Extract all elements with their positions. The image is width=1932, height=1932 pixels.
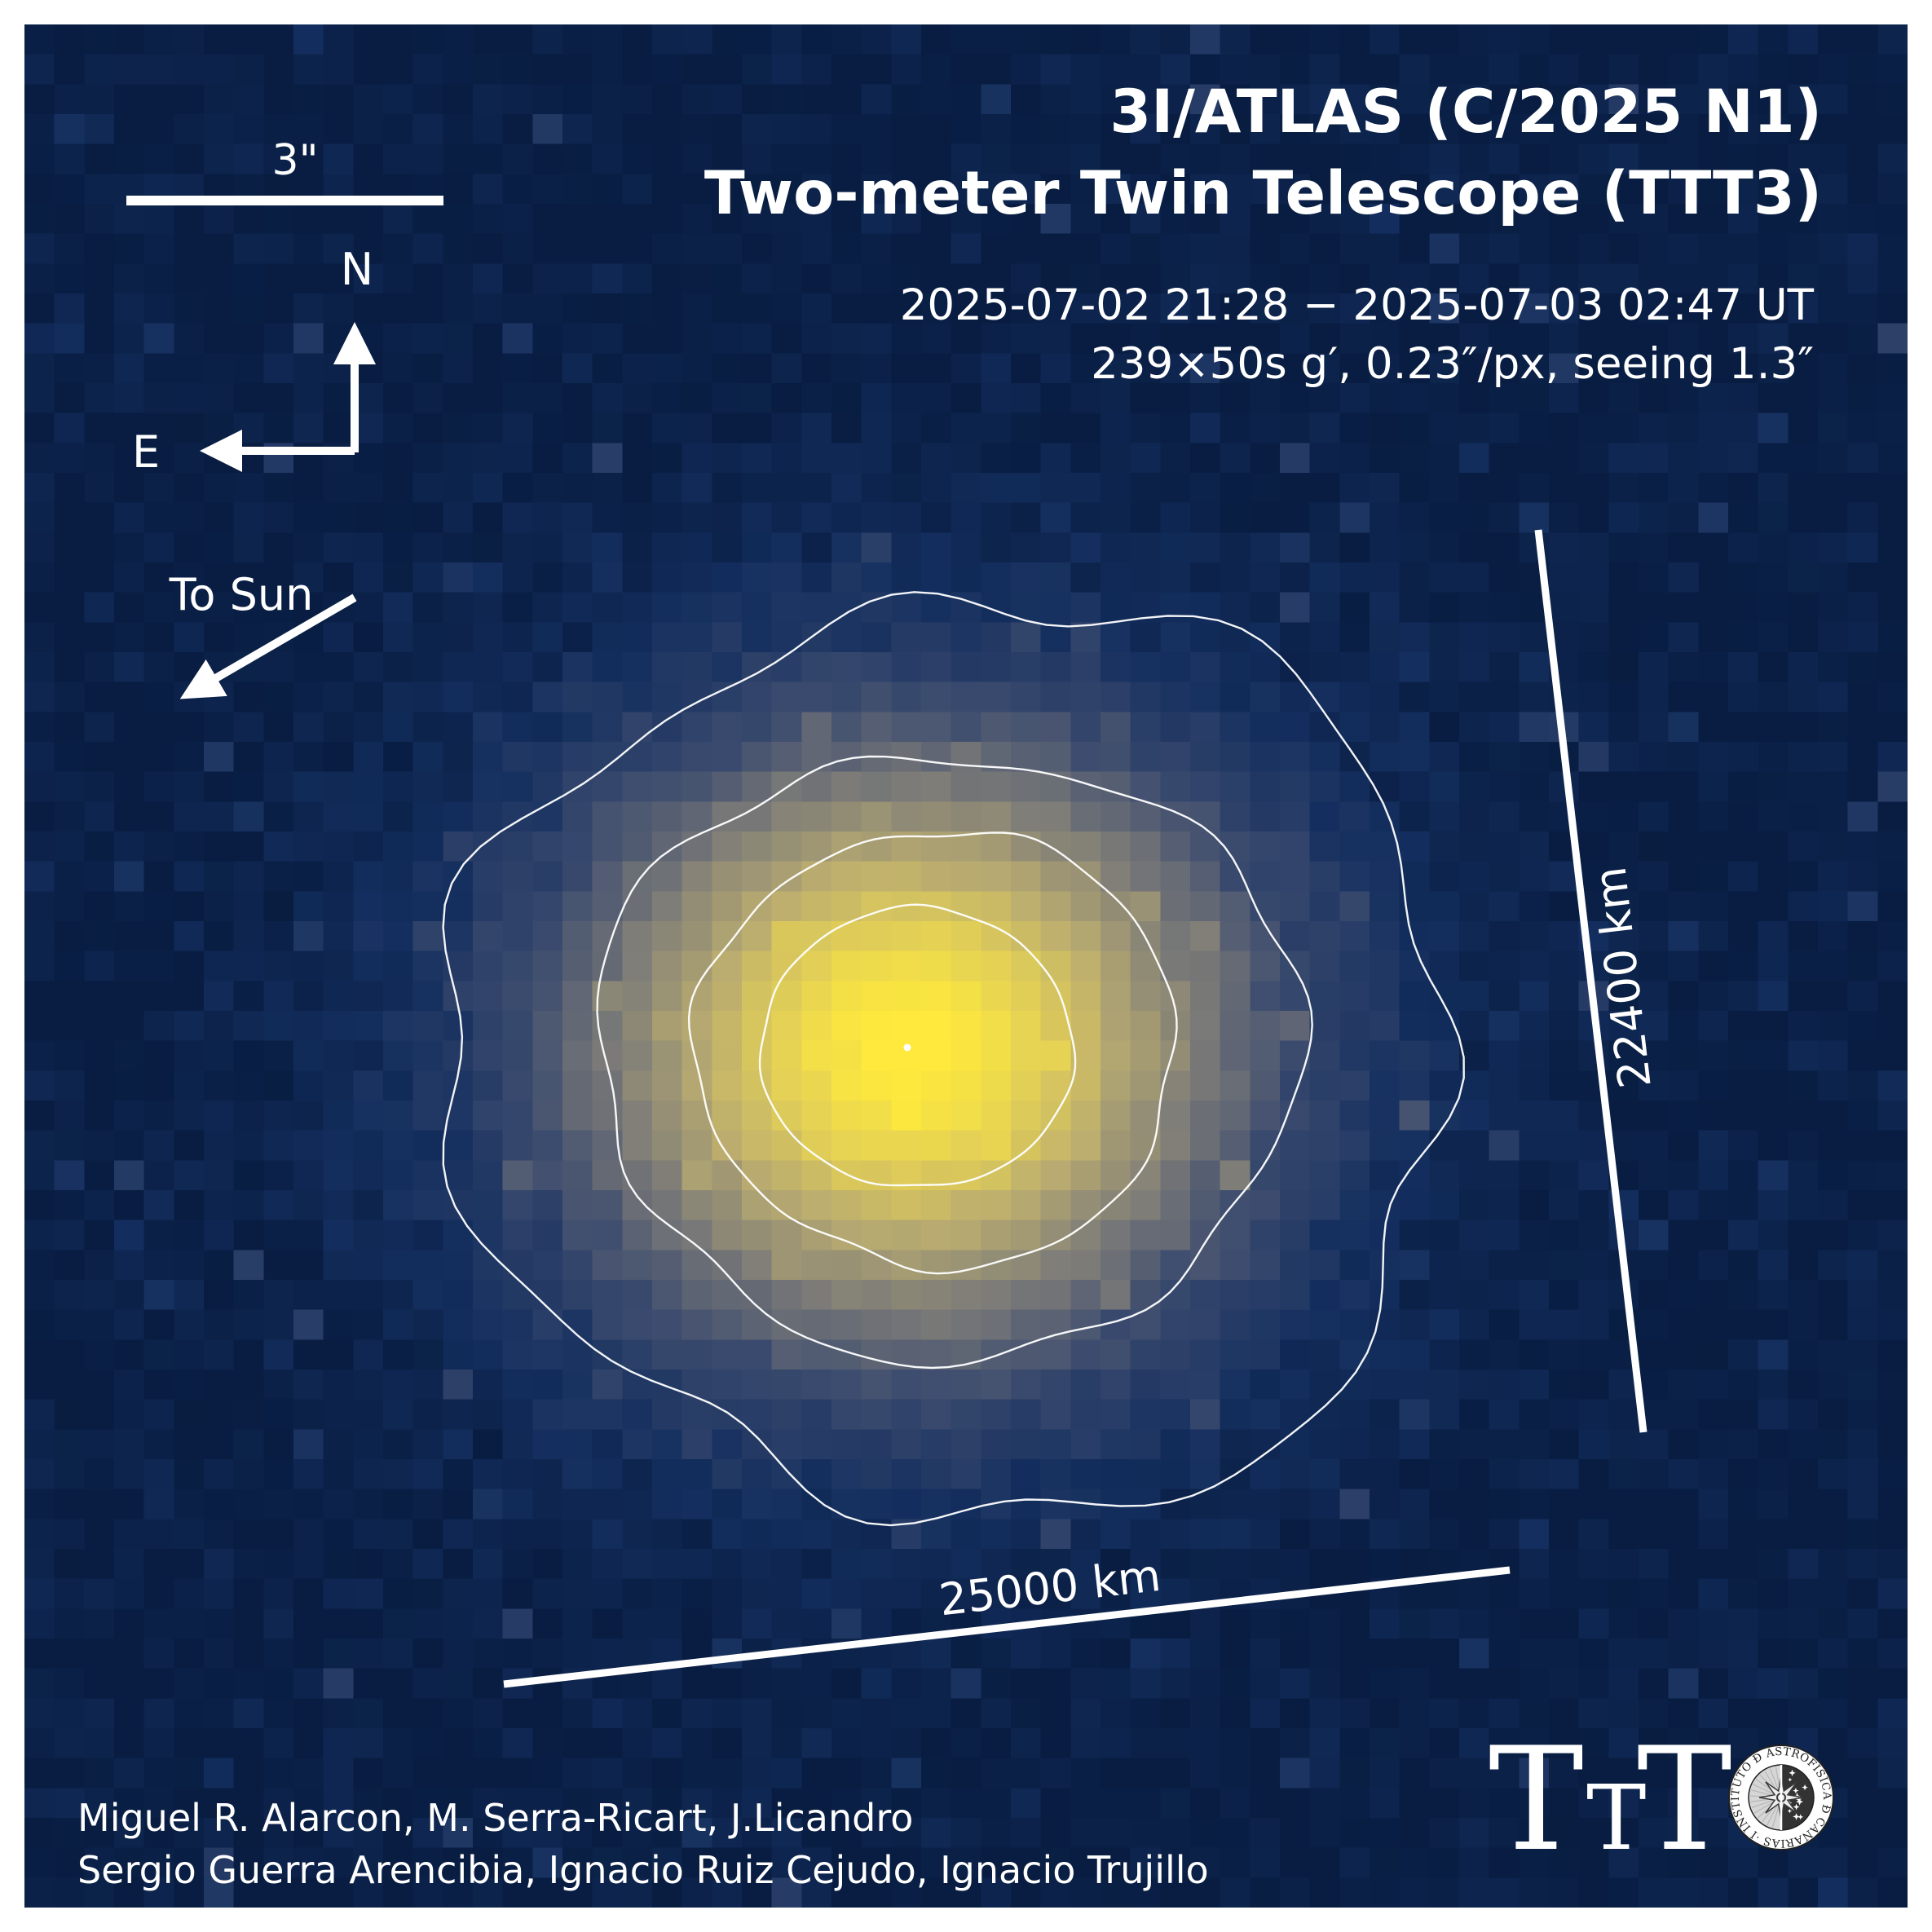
iac-seal-logo: INSTITUTO Đ ASTROFISICA Đ CANARIAS ·IAC· — [0, 0, 1834, 1850]
isophote-contours — [442, 591, 1465, 1527]
seal-star — [1793, 1788, 1799, 1794]
header: 3I/ATLAS (C/2025 N1) Two-meter Twin Tele… — [704, 77, 1822, 389]
seal-ray — [1753, 1801, 1775, 1814]
horizontal-extent-line — [503, 1566, 1511, 1688]
to-sun-label: To Sun — [169, 569, 314, 620]
credits: Miguel R. Alarcon, M. Serra-Ricart, J.Li… — [77, 1796, 1209, 1892]
observation-window: 2025-07-02 21:28 − 2025-07-03 02:47 UT — [900, 280, 1815, 330]
ttt-letter-2: T — [1586, 1766, 1646, 1870]
vertical-extent-line — [1534, 529, 1647, 1433]
scale-bar-label: 3" — [271, 136, 318, 185]
ttt-logo: T T T — [1489, 1718, 1732, 1883]
title-line-2: Two-meter Twin Telescope (TTT3) — [704, 159, 1822, 228]
north-label: N — [341, 244, 373, 295]
seal-star — [1793, 1803, 1800, 1811]
to-sun-arrow — [179, 593, 357, 699]
seal-star — [1793, 1813, 1800, 1820]
seal-ray — [1764, 1771, 1778, 1791]
seal-star — [1802, 1784, 1808, 1791]
seal-star — [1787, 1808, 1793, 1814]
scale-bar-line — [126, 196, 443, 205]
seal-star — [1795, 1796, 1802, 1802]
seal-ray — [1753, 1784, 1775, 1795]
credit-line-2: Sergio Guerra Arencibia, Ignacio Ruiz Ce… — [77, 1848, 1209, 1892]
seal-ring-text: INSTITUTO Đ ASTROFISICA Đ CANARIAS ·IAC· — [0, 0, 1833, 1849]
seal-ray — [1769, 1768, 1779, 1790]
seal-star — [1796, 1797, 1804, 1806]
ttt-letter-1: T — [1489, 1718, 1584, 1883]
isophote-contour — [596, 755, 1313, 1370]
isophote-contour — [442, 591, 1465, 1527]
title-line-1: 3I/ATLAS (C/2025 N1) — [1109, 77, 1822, 147]
extent-measures: 22400 km 25000 km — [503, 529, 1661, 1688]
seal-star — [1789, 1769, 1796, 1776]
isophote-contour — [687, 831, 1178, 1275]
isophote-contour — [758, 903, 1077, 1187]
seal-ray — [1771, 1805, 1780, 1828]
seal-star — [1797, 1814, 1804, 1820]
compass: N E — [132, 244, 376, 478]
observation-setup: 239×50s g′, 0.23″/px, seeing 1.3″ — [1091, 339, 1814, 389]
seal-ray — [1751, 1799, 1774, 1808]
vertical-extent-label: 22400 km — [1584, 864, 1661, 1091]
credit-line-1: Miguel R. Alarcon, M. Serra-Ricart, J.Li… — [77, 1796, 913, 1840]
seal-star — [1788, 1777, 1793, 1782]
ttt-letter-3: T — [1637, 1718, 1732, 1883]
seal-ray — [1750, 1789, 1774, 1797]
seal-ray — [1767, 1804, 1778, 1826]
sun-direction: To Sun — [169, 569, 357, 699]
angular-scale-bar: 3" — [126, 136, 443, 205]
nucleus-dot — [903, 1043, 911, 1052]
east-label: E — [132, 426, 160, 478]
